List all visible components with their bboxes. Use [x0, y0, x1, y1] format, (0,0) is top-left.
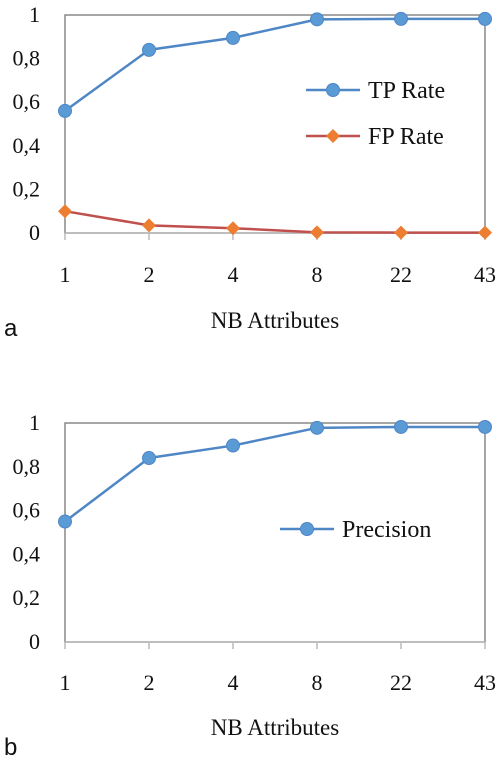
y-tick-label-a: 0 [29, 220, 40, 245]
series-layer-a [58, 11, 492, 240]
data-point-tp-rate [478, 11, 492, 26]
data-point-tp-rate [142, 42, 156, 57]
data-point-precision [226, 438, 240, 453]
legend-label-precision: Precision [342, 517, 431, 543]
x-tick-label-b: 8 [312, 670, 323, 695]
data-point-precision [142, 451, 156, 466]
legend-item-fp-rate: FP Rate [306, 124, 444, 150]
legend-b: Precision [280, 517, 431, 543]
x-axis-title-b: NB Attributes [211, 715, 339, 740]
data-point-precision [478, 419, 492, 434]
y-tick-label-b: 0,8 [13, 454, 41, 479]
data-point-precision [58, 514, 72, 529]
data-point-tp-rate [310, 12, 324, 27]
y-tick-label-a: 1 [29, 2, 40, 27]
panel-label-a: a [4, 315, 18, 342]
x-ticks-a: 1 2 4 8 22 43 [60, 233, 496, 287]
data-point-fp-rate [58, 204, 72, 219]
x-tick-label-b: 22 [390, 670, 412, 695]
y-tick-label-a: 0,6 [13, 89, 41, 114]
x-tick-label-a: 8 [312, 262, 323, 287]
legend-item-tp-rate: TP Rate [306, 78, 445, 104]
x-axis-title-a: NB Attributes [211, 308, 339, 333]
data-point-tp-rate [58, 103, 72, 118]
y-tick-label-a: 0,4 [13, 133, 41, 158]
x-tick-label-a: 1 [60, 262, 71, 287]
legend-label-tp-rate: TP Rate [368, 78, 445, 104]
data-point-fp-rate [226, 221, 240, 236]
x-tick-label-b: 4 [228, 670, 239, 695]
data-point-precision [394, 419, 408, 434]
legend-a: TP Rate FP Rate [306, 78, 445, 150]
series-line-tp-rate [64, 17, 485, 112]
x-ticks-b: 1 2 4 8 22 43 [60, 642, 496, 695]
data-point-tp-rate [226, 30, 240, 45]
chart-panel-a: 00,20,40,60,81 1 2 4 8 22 43 TP Rate FP Rate … [4, 2, 496, 342]
y-tick-label-b: 0,4 [13, 541, 41, 566]
data-point-fp-rate [310, 225, 324, 240]
x-tick-label-b: 1 [60, 670, 71, 695]
chart-panel-b: 0 0,2 0,4 0,6 0,8 1 1 2 4 8 22 43 Precision NB Att… [4, 410, 496, 761]
legend-marker-tp-rate [326, 83, 340, 97]
legend-label-fp-rate: FP Rate [368, 124, 444, 150]
series-line-fp-rate [64, 209, 485, 234]
y-tick-label-a: 0,2 [13, 176, 41, 201]
y-ticks-a: 0 0,2 0,4 0,6 0,8 1 [13, 2, 41, 245]
y-tick-label-b: 0 [29, 629, 40, 654]
data-point-precision [310, 420, 324, 435]
series-layer-b [58, 419, 492, 529]
x-tick-label-a: 22 [390, 262, 412, 287]
legend-marker-fp-rate [326, 129, 340, 143]
x-tick-label-a: 43 [474, 262, 496, 287]
data-point-fp-rate [394, 225, 408, 240]
x-tick-label-b: 2 [144, 670, 155, 695]
y-ticks-b: 0 0,2 0,4 0,6 0,8 1 [13, 410, 41, 654]
y-tick-label-b: 1 [29, 410, 40, 435]
legend-item-precision: Precision [280, 517, 431, 543]
panel-label-b: b [4, 734, 17, 761]
x-tick-label-a: 2 [144, 262, 155, 287]
data-point-fp-rate [142, 218, 156, 233]
legend-marker-precision [300, 522, 314, 536]
y-tick-label-b: 0,6 [13, 498, 41, 523]
series-line-precision [64, 425, 485, 523]
data-point-fp-rate [478, 225, 492, 240]
x-tick-label-b: 43 [474, 670, 496, 695]
y-tick-label-b: 0,2 [13, 585, 41, 610]
x-tick-label-a: 4 [228, 262, 239, 287]
y-tick-label-a: 0,8 [13, 46, 41, 71]
data-point-tp-rate [394, 11, 408, 26]
